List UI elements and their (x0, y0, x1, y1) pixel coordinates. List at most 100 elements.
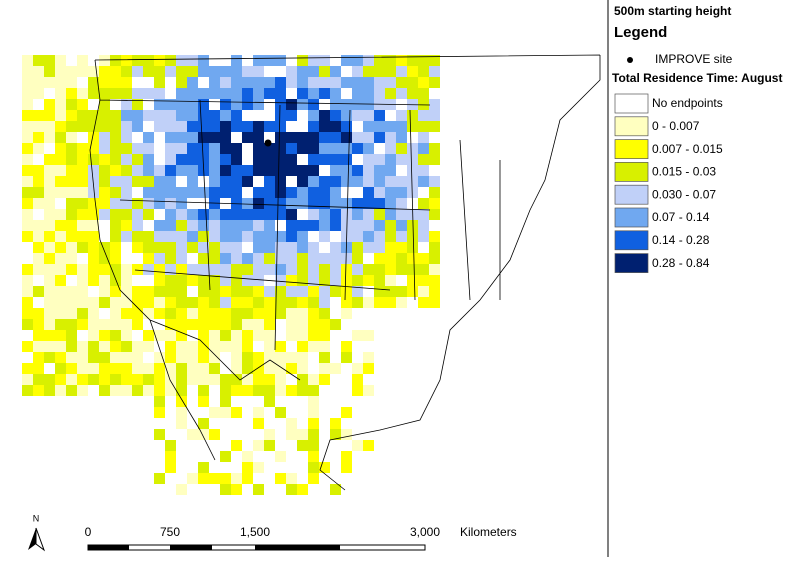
grid-cell (187, 110, 198, 121)
grid-cell (341, 462, 352, 473)
grid-cell (198, 88, 209, 99)
grid-cell (231, 187, 242, 198)
grid-cell (165, 66, 176, 77)
grid-cell (77, 66, 88, 77)
grid-cell (286, 77, 297, 88)
grid-cell (110, 242, 121, 253)
grid-cell (66, 264, 77, 275)
grid-cell (33, 385, 44, 396)
grid-cell (308, 209, 319, 220)
grid-cell (275, 99, 286, 110)
grid-cell (231, 330, 242, 341)
grid-cell (286, 220, 297, 231)
grid-cell (44, 341, 55, 352)
grid-cell (286, 385, 297, 396)
grid-cell (198, 319, 209, 330)
grid-cell (308, 88, 319, 99)
grid-cell (99, 297, 110, 308)
grid-cell (220, 132, 231, 143)
grid-cell (33, 330, 44, 341)
grid-cell (187, 352, 198, 363)
grid-cell (330, 429, 341, 440)
grid-cell (286, 352, 297, 363)
grid-cell (374, 242, 385, 253)
grid-cell (55, 341, 66, 352)
grid-cell (396, 66, 407, 77)
grid-cell (77, 286, 88, 297)
grid-cell (275, 176, 286, 187)
grid-cell (77, 198, 88, 209)
grid-cell (275, 88, 286, 99)
grid-cell (308, 374, 319, 385)
grid-cell (77, 165, 88, 176)
grid-cell (253, 99, 264, 110)
grid-cell (176, 374, 187, 385)
grid-cell (33, 352, 44, 363)
grid-cell (231, 176, 242, 187)
grid-cell (429, 198, 440, 209)
grid-cell (143, 264, 154, 275)
grid-cell (88, 341, 99, 352)
grid-cell (242, 220, 253, 231)
grid-cell (66, 330, 77, 341)
grid-cell (429, 143, 440, 154)
grid-cell (242, 341, 253, 352)
grid-cell (297, 330, 308, 341)
grid-cell (176, 77, 187, 88)
grid-cell (88, 352, 99, 363)
grid-cell (396, 132, 407, 143)
grid-cell (110, 110, 121, 121)
grid-cell (99, 352, 110, 363)
grid-cell (110, 330, 121, 341)
grid-cell (429, 99, 440, 110)
grid-cell (165, 242, 176, 253)
grid-cell (55, 319, 66, 330)
grid-cell (77, 176, 88, 187)
grid-cell (418, 121, 429, 132)
grid-cell (396, 220, 407, 231)
grid-cell (165, 374, 176, 385)
legend-title: Legend (614, 24, 667, 41)
grid-cell (308, 440, 319, 451)
grid-cell (99, 88, 110, 99)
grid-cell (385, 187, 396, 198)
grid-cell (66, 121, 77, 132)
grid-cell (55, 77, 66, 88)
grid-cell (341, 165, 352, 176)
grid-cell (231, 484, 242, 495)
grid-cell (110, 187, 121, 198)
grid-cell (308, 473, 319, 484)
grid-cell (352, 132, 363, 143)
grid-cell (66, 209, 77, 220)
grid-cell (253, 330, 264, 341)
scale-bar (87, 544, 426, 551)
grid-cell (77, 154, 88, 165)
grid-cell (264, 385, 275, 396)
grid-cell (319, 198, 330, 209)
grid-cell (77, 363, 88, 374)
grid-cell (231, 440, 242, 451)
grid-cell (110, 143, 121, 154)
grid-cell (275, 187, 286, 198)
grid-cell (66, 385, 77, 396)
grid-cell (55, 121, 66, 132)
grid-cell (110, 264, 121, 275)
grid-cell (220, 385, 231, 396)
grid-cell (253, 352, 264, 363)
grid-cell (187, 363, 198, 374)
grid-cell (220, 473, 231, 484)
grid-cell (231, 286, 242, 297)
grid-cell (341, 132, 352, 143)
grid-cell (297, 88, 308, 99)
grid-cell (264, 176, 275, 187)
grid-cell (121, 275, 132, 286)
grid-cell (176, 330, 187, 341)
grid-cell (176, 88, 187, 99)
grid-cell (44, 66, 55, 77)
grid-cell (121, 176, 132, 187)
grid-cell (143, 88, 154, 99)
grid-cell (220, 165, 231, 176)
grid-cell (198, 352, 209, 363)
grid-cell (176, 341, 187, 352)
grid-cell (44, 264, 55, 275)
